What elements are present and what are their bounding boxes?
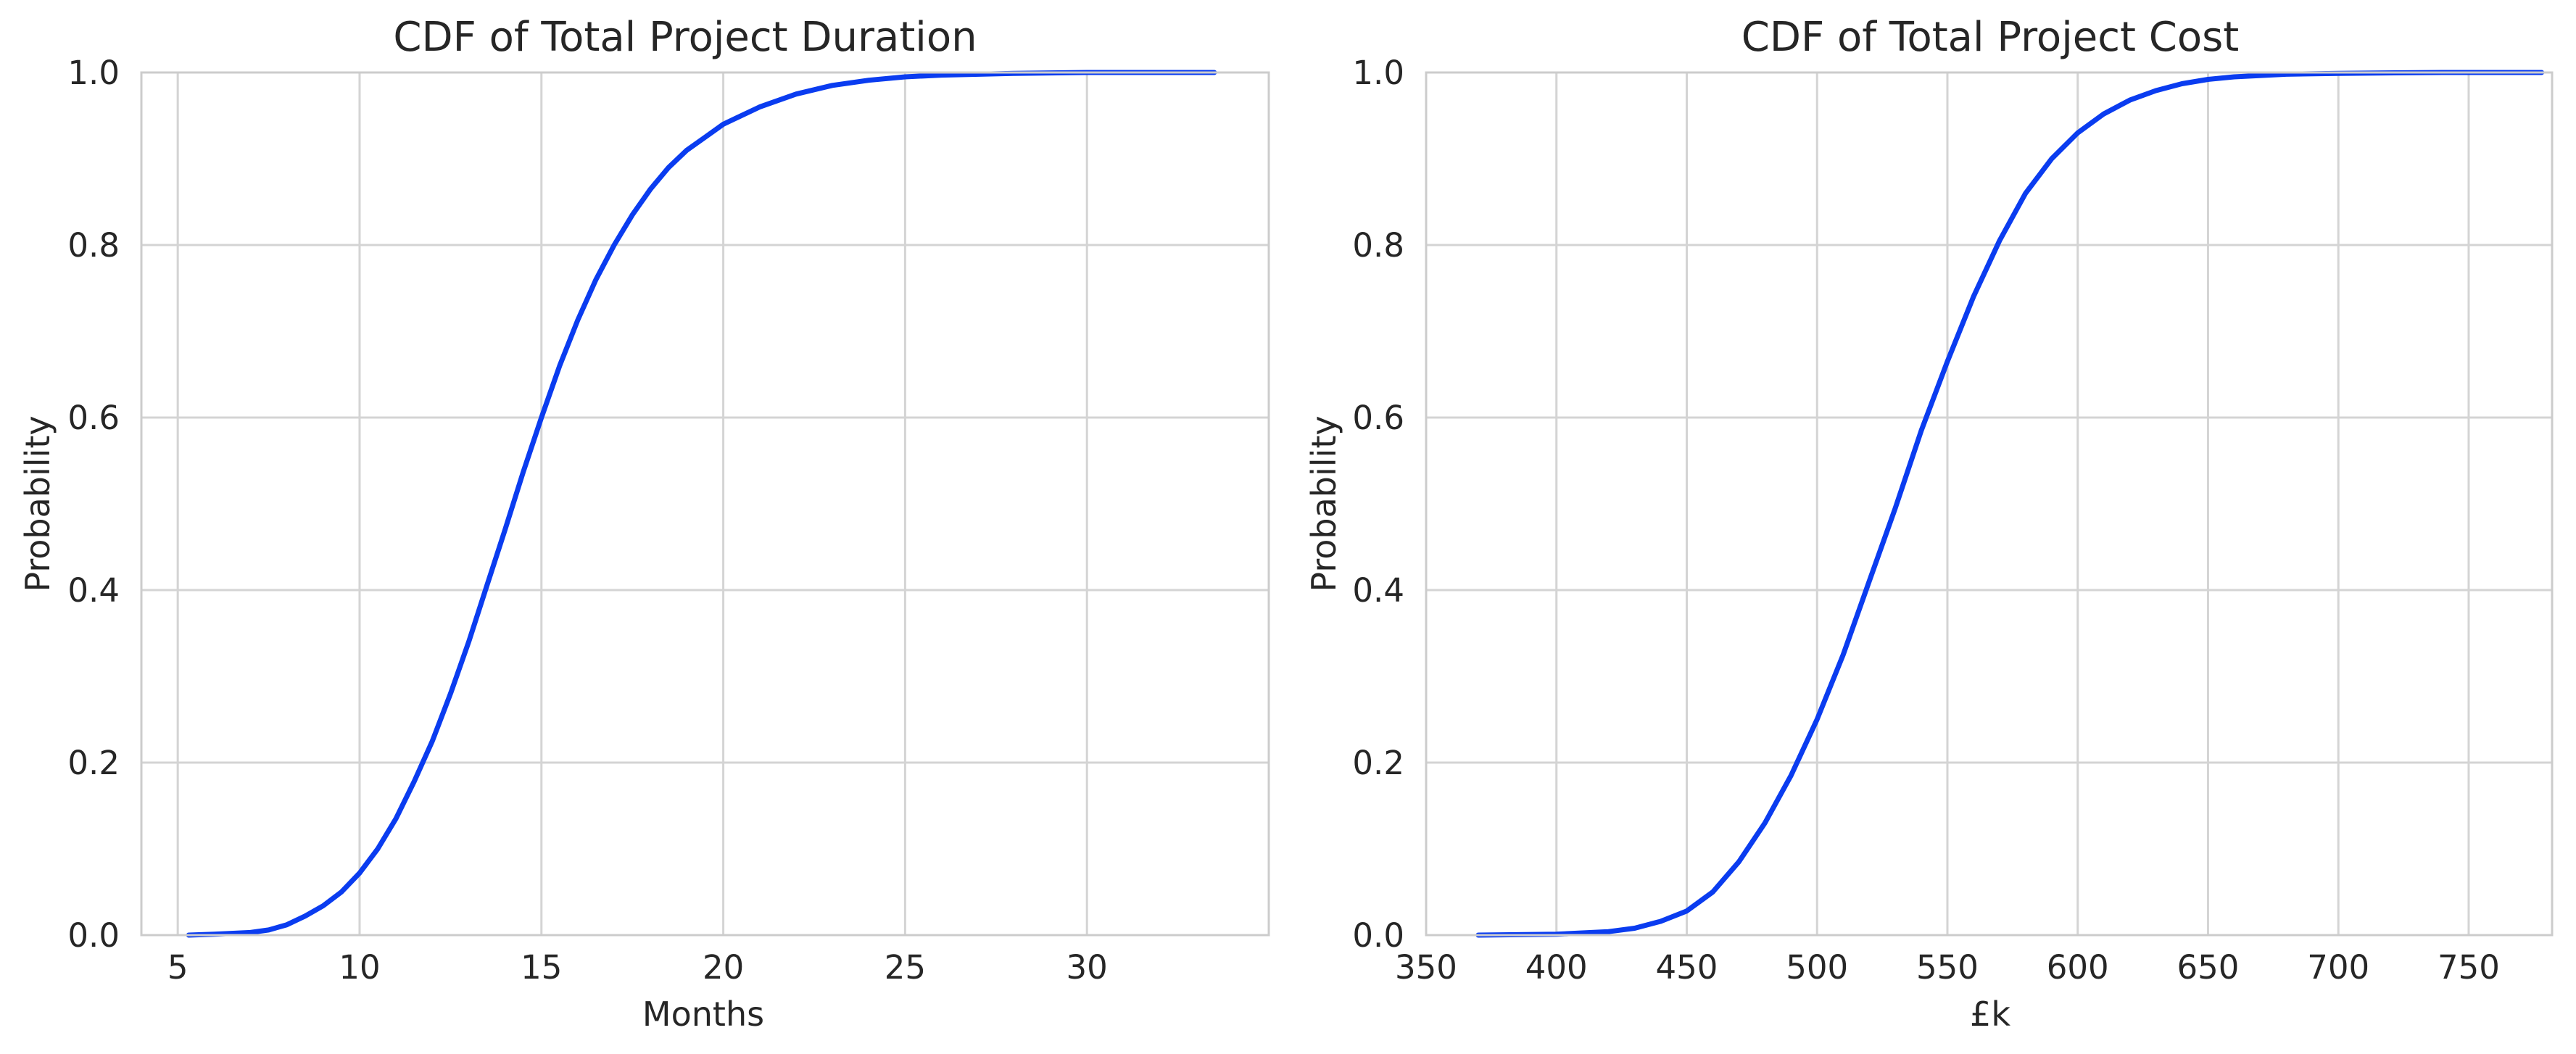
x-tick-label: 350	[1395, 948, 1457, 987]
y-tick-label: 1.0	[1352, 54, 1404, 92]
series-layer	[1475, 70, 2545, 938]
gridlines	[1425, 71, 2552, 937]
y-tick-labels: 0.0 0.2 0.4 0.6 0.8 1.0	[67, 54, 120, 955]
y-tick-label: 0.6	[67, 399, 120, 437]
x-tick-labels: 350 400 450 500 550 600 650 700 750	[1395, 948, 2500, 987]
cdf-line	[1475, 70, 2545, 938]
x-tick-label: 550	[1916, 948, 1979, 987]
chart-title: CDF of Total Project Cost	[1742, 14, 2240, 61]
chart-cost: CDF of Total Project Cost £k Probability…	[1304, 14, 2554, 1034]
x-tick-label: 700	[2307, 948, 2369, 987]
series-layer	[186, 70, 1217, 938]
y-tick-label: 0.4	[67, 571, 120, 610]
y-tick-label: 0.8	[1352, 226, 1404, 265]
y-tick-label: 0.6	[1352, 399, 1404, 437]
chart-duration: CDF of Total Project Duration Months Pro…	[18, 14, 1270, 1034]
cdf-line	[186, 70, 1217, 938]
x-tick-label: 750	[2438, 948, 2500, 987]
x-axis-label: £k	[1970, 995, 2010, 1034]
x-tick-label: 10	[339, 948, 380, 987]
y-tick-label: 0.4	[1352, 571, 1404, 610]
y-axis-label: Probability	[18, 415, 57, 592]
x-tick-label: 450	[1656, 948, 1718, 987]
plot-frame	[140, 71, 1270, 937]
y-tick-label: 1.0	[67, 54, 120, 92]
y-tick-label: 0.8	[67, 226, 120, 265]
x-tick-label: 25	[885, 948, 926, 987]
x-tick-label: 650	[2177, 948, 2240, 987]
y-tick-labels: 0.0 0.2 0.4 0.6 0.8 1.0	[1352, 54, 1404, 955]
x-tick-label: 20	[703, 948, 744, 987]
x-tick-label: 30	[1067, 948, 1108, 987]
y-axis-label: Probability	[1304, 415, 1343, 592]
y-tick-label: 0.0	[1352, 916, 1404, 955]
chart-title: CDF of Total Project Duration	[393, 14, 977, 61]
x-axis-label: Months	[642, 995, 764, 1034]
x-tick-label: 500	[1786, 948, 1848, 987]
y-tick-label: 0.0	[67, 916, 120, 955]
x-tick-label: 5	[167, 948, 189, 987]
plot-frame	[1425, 71, 2554, 937]
y-tick-label: 0.2	[67, 744, 120, 782]
x-tick-label: 15	[521, 948, 562, 987]
gridlines	[141, 71, 1269, 937]
x-tick-labels: 5 10 15 20 25 30	[167, 948, 1108, 987]
x-tick-label: 600	[2047, 948, 2109, 987]
x-tick-label: 400	[1525, 948, 1588, 987]
y-tick-label: 0.2	[1352, 744, 1404, 782]
